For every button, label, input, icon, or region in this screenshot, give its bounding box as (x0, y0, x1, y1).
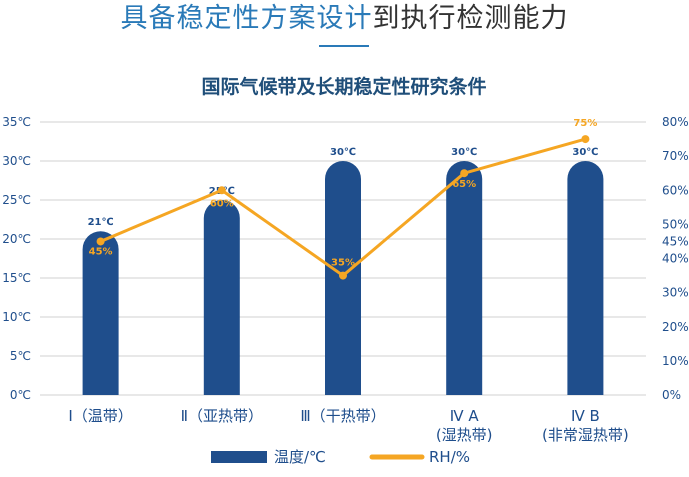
left-tick-label: 5℃ (10, 349, 31, 363)
rh-value-label: 35% (331, 258, 355, 269)
temperature-value-label: 30℃ (330, 147, 356, 158)
rh-point (217, 186, 226, 195)
right-tick-label: 20% (662, 320, 689, 334)
legend-swatch-temperature (211, 451, 267, 463)
chart-title: 国际气候带及长期稳定性研究条件 (201, 75, 486, 98)
left-tick-label: 20℃ (2, 232, 31, 246)
right-tick-label: 80% (662, 115, 689, 129)
rh-value-label: 75% (573, 118, 597, 129)
category-label: Ⅳ B (571, 407, 600, 425)
temperature-value-label: 30℃ (451, 147, 477, 158)
right-tick-label: 60% (662, 183, 689, 197)
headline-underline (319, 45, 369, 47)
rh-series (96, 135, 590, 280)
right-axis: 0% 10% 20% 30% 40% 45% 50% 60% 70% 80% (662, 115, 689, 402)
category-label: (湿热带) (436, 426, 493, 444)
left-tick-label: 25℃ (2, 193, 31, 207)
category-label: Ⅰ（温带） (68, 407, 132, 425)
rh-value-label: 45% (89, 246, 113, 257)
left-tick-label: 10℃ (2, 310, 31, 324)
right-tick-label: 40% (662, 252, 689, 266)
headline-highlight: 具备稳定性方案设计 (120, 3, 373, 34)
category-label: Ⅱ（亚热带） (181, 407, 263, 425)
left-tick-label: 35℃ (2, 115, 31, 129)
rh-labels: 45% 60% 35% 65% 75% (89, 118, 598, 269)
temperature-bar (567, 161, 604, 395)
rh-value-label: 60% (210, 198, 234, 209)
legend[interactable]: 温度/℃ RH/% (211, 448, 470, 466)
headline-rest: 到执行检测能力 (372, 3, 569, 34)
rh-point (339, 271, 347, 280)
left-tick-label: 0℃ (10, 388, 31, 402)
temperature-bars (82, 161, 604, 395)
right-tick-label: 50% (662, 217, 689, 231)
category-axis: Ⅰ（温带） Ⅱ（亚热带） Ⅲ（干热带） Ⅳ A(湿热带) Ⅳ B(非常湿热带) (68, 407, 628, 444)
left-tick-label: 30℃ (2, 154, 31, 168)
page-headline: 具备稳定性方案设计到执行检测能力 (0, 2, 689, 36)
temperature-value-label: 30℃ (572, 147, 598, 158)
category-label: Ⅳ A (450, 407, 480, 425)
rh-value-label: 65% (452, 179, 476, 190)
legend-label-temperature: 温度/℃ (274, 448, 326, 466)
right-tick-label: 0% (662, 388, 681, 402)
temperature-bar (203, 200, 240, 395)
rh-point (96, 237, 105, 246)
rh-point (460, 169, 469, 178)
temperature-bar (82, 231, 119, 395)
temperature-bar (446, 161, 483, 395)
left-tick-label: 15℃ (2, 271, 31, 285)
right-tick-label: 30% (662, 286, 689, 300)
right-tick-label: 10% (662, 354, 689, 368)
category-label: Ⅲ（干热带） (300, 407, 385, 425)
rh-point (581, 135, 590, 144)
left-axis: 0℃ 5℃ 10℃ 15℃ 20℃ 25℃ 30℃ 35℃ (2, 115, 31, 402)
right-tick-label: 45% (662, 234, 689, 248)
category-label: (非常湿热带) (542, 426, 629, 444)
legend-label-rh: RH/% (429, 448, 470, 466)
right-tick-label: 70% (662, 149, 689, 163)
temperature-value-label: 21℃ (88, 217, 114, 228)
